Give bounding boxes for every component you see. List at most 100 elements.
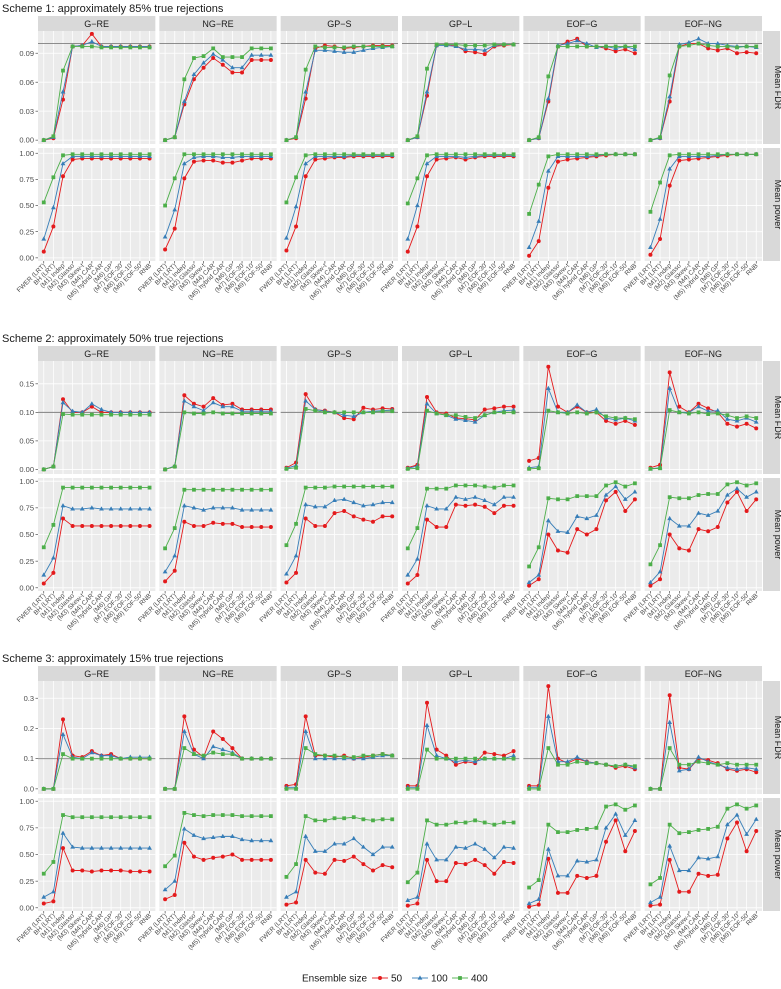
- point: [294, 900, 299, 905]
- series-line: [650, 814, 757, 903]
- point: [50, 205, 56, 210]
- point: [201, 814, 206, 819]
- point: [41, 901, 46, 906]
- point: [754, 803, 759, 808]
- point: [303, 89, 309, 94]
- point: [482, 750, 487, 755]
- point: [594, 825, 599, 830]
- point: [303, 398, 309, 403]
- point: [632, 497, 637, 502]
- row-label: Mean power: [773, 180, 781, 230]
- point: [172, 226, 177, 231]
- point: [405, 236, 411, 241]
- point: [284, 902, 289, 907]
- point: [527, 786, 532, 791]
- point: [249, 857, 254, 862]
- point: [201, 507, 206, 512]
- point: [211, 487, 216, 492]
- point: [696, 754, 701, 759]
- point: [259, 411, 264, 416]
- point: [249, 814, 254, 819]
- point: [725, 761, 730, 766]
- point: [536, 577, 541, 582]
- series-line: [529, 819, 636, 908]
- point: [61, 412, 65, 416]
- strip: [523, 666, 641, 681]
- point: [259, 487, 264, 492]
- point: [211, 729, 216, 734]
- point: [220, 152, 225, 157]
- point: [604, 418, 609, 423]
- point: [342, 152, 347, 157]
- point: [390, 817, 395, 822]
- point: [677, 410, 682, 415]
- point: [501, 844, 507, 849]
- point: [89, 31, 94, 36]
- point: [424, 503, 430, 508]
- point: [463, 845, 468, 850]
- point: [472, 759, 478, 764]
- point: [425, 66, 429, 71]
- point: [667, 857, 672, 862]
- point: [425, 747, 429, 752]
- point: [239, 507, 245, 512]
- point: [284, 580, 289, 585]
- point: [502, 410, 506, 415]
- point: [181, 503, 187, 508]
- point: [677, 158, 682, 163]
- point: [706, 529, 711, 534]
- point: [696, 404, 701, 409]
- point: [565, 411, 570, 416]
- strip: [402, 666, 520, 681]
- point: [546, 822, 551, 827]
- point: [162, 569, 168, 574]
- point: [380, 752, 385, 757]
- point: [192, 56, 196, 60]
- point: [239, 836, 245, 842]
- point: [108, 753, 114, 758]
- point: [172, 553, 178, 558]
- point: [389, 499, 395, 505]
- point: [192, 152, 196, 157]
- point: [453, 820, 458, 825]
- point: [127, 506, 133, 511]
- point: [632, 803, 637, 808]
- point: [389, 844, 395, 849]
- point: [604, 804, 608, 809]
- legend-label: 50: [391, 974, 403, 985]
- point: [89, 401, 95, 406]
- point: [715, 411, 720, 416]
- point: [425, 517, 430, 522]
- point: [724, 765, 730, 770]
- point: [294, 786, 298, 791]
- point: [715, 824, 720, 829]
- point: [361, 517, 366, 522]
- point: [667, 693, 672, 698]
- point: [230, 833, 235, 838]
- point: [425, 394, 430, 399]
- point: [80, 485, 85, 490]
- strip: [402, 16, 520, 31]
- point: [201, 835, 206, 841]
- point: [312, 47, 318, 52]
- point: [667, 719, 673, 724]
- point: [754, 762, 759, 767]
- point: [594, 406, 599, 412]
- series-line: [164, 505, 271, 573]
- point: [734, 812, 740, 817]
- point: [463, 496, 468, 501]
- point: [128, 412, 133, 417]
- point: [527, 564, 532, 569]
- point: [536, 218, 542, 223]
- strip-label: EOF−NG: [685, 349, 722, 359]
- point: [211, 152, 216, 157]
- point: [138, 485, 142, 490]
- point: [332, 410, 337, 415]
- legend-marker: [417, 975, 423, 980]
- point: [574, 858, 580, 863]
- point: [575, 828, 580, 832]
- point: [181, 98, 187, 104]
- y-tick-label: 0.00: [19, 465, 34, 474]
- point: [294, 570, 299, 575]
- point: [332, 48, 337, 53]
